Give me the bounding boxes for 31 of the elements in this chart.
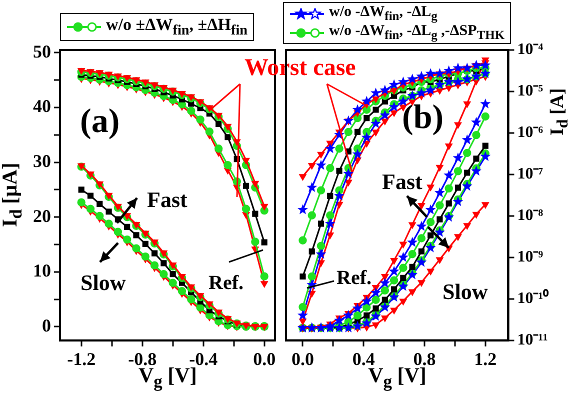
annotation: (a) [80,103,120,140]
annotation: Ref. [336,267,372,289]
y-tick-label: 10⁻⁵ [517,82,544,100]
x-tick-label: -1.2 [67,348,96,369]
y-tick-label: 40 [33,96,51,116]
y-tick-label: 50 [33,41,51,62]
y-tick-label: 10⁻¹⁰ [517,289,549,308]
y-tick-label: 30 [33,150,51,171]
y-tick-label: 10⁻⁷ [517,166,544,183]
y-tick-label: 10⁻⁶ [517,124,544,142]
x-tick-label: 0.0 [253,348,276,369]
annotation: Ref. [208,272,244,294]
x-tick-label: 0.4 [352,348,375,369]
y-tick-label: 0 [42,315,51,336]
y-tick-label: 10⁻⁸ [517,207,544,224]
annotation: Fast [147,187,188,212]
annotation: Slow [442,279,488,304]
annotation: Fast [382,169,422,194]
x-tick-label: 1.2 [474,348,497,369]
legend-label: w/o -ΔW$_{fin}$, -ΔL$_{g}$ ,-ΔSP$_{THK}$ [329,22,505,42]
annotation: Slow [80,270,126,295]
y-tick-label: 20 [33,206,51,226]
x-tick-label: 0.0 [291,348,314,369]
y-tick-label: 10 [33,260,51,281]
y-tick-label: 10⁻⁴ [517,41,544,58]
x-tick-label: -0.8 [128,348,157,369]
y-tick-label: 10⁻¹¹ [517,332,548,349]
annotation: (b) [402,99,444,136]
y-tick-label: 10⁻⁹ [517,248,544,266]
legend-label: w/o ±ΔW$_{fin}$, ±ΔH$_{fin}$ [106,14,248,40]
legend-label: w/o -ΔW$_{fin}$, -ΔL$_{g}$ [329,4,438,24]
